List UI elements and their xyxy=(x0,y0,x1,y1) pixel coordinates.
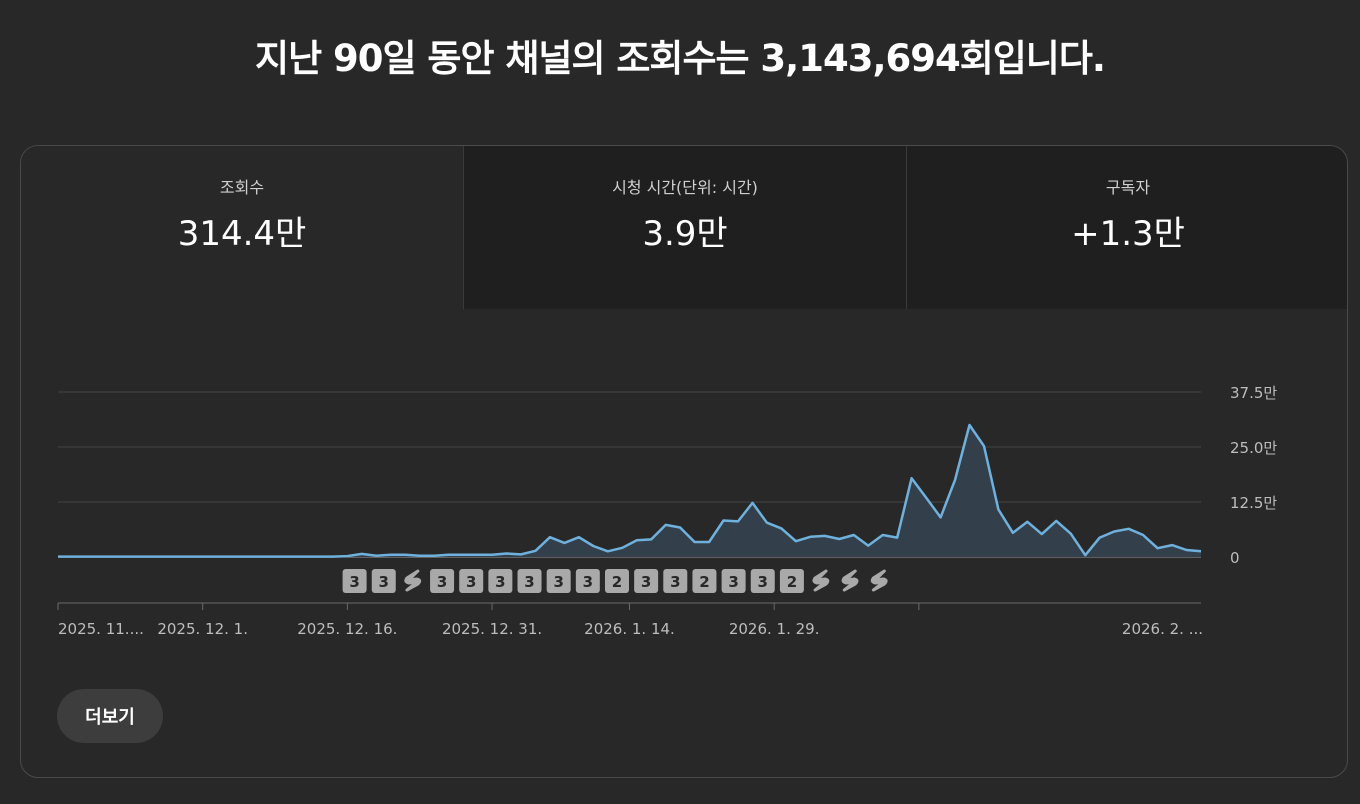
x-tick-label: 2025. 12. 16. xyxy=(297,620,397,638)
metric-tab-subscribers[interactable]: 구독자 +1.3만 xyxy=(906,146,1347,309)
upload-count-label: 3 xyxy=(758,573,768,591)
shorts-icon xyxy=(870,569,888,592)
upload-count-label: 3 xyxy=(553,573,563,591)
upload-count-label: 3 xyxy=(349,573,359,591)
y-tick-label: 37.5만 xyxy=(1230,384,1277,402)
views-chart: 0 12.5만 25.0만 37.5만 2025. 11.... 2025. 12. 1.… xyxy=(57,384,1277,638)
y-tick-label: 12.5만 xyxy=(1230,494,1277,512)
y-tick-label: 25.0만 xyxy=(1230,439,1277,457)
upload-count-label: 3 xyxy=(524,573,534,591)
upload-count-label: 2 xyxy=(699,573,709,591)
upload-count-label: 3 xyxy=(641,573,651,591)
metric-label: 시청 시간(단위: 시간) xyxy=(612,178,758,197)
shorts-icon xyxy=(812,569,830,592)
metric-value: 314.4만 xyxy=(177,214,307,254)
page-headline: 지난 90일 동안 채널의 조회수는 3,143,694회입니다. xyxy=(255,37,1106,80)
metric-label: 조회수 xyxy=(219,178,265,197)
metric-label: 구독자 xyxy=(1105,178,1151,197)
views-area xyxy=(58,425,1201,557)
upload-count-marker xyxy=(342,569,367,593)
upload-count-marker xyxy=(575,569,600,593)
x-tick-label: 2026. 2. ... xyxy=(1122,620,1203,638)
upload-count-marker xyxy=(750,569,775,593)
shorts-icon xyxy=(841,569,859,592)
metric-value: +1.3만 xyxy=(1071,214,1185,254)
upload-count-label: 3 xyxy=(437,573,447,591)
see-more-button[interactable]: 더보기 xyxy=(57,689,163,743)
upload-count-marker xyxy=(371,569,396,593)
upload-count-marker xyxy=(430,569,455,593)
x-tick-label: 2025. 12. 31. xyxy=(442,620,542,638)
x-tick-label: 2025. 11.... xyxy=(58,620,144,638)
upload-count-label: 2 xyxy=(787,573,797,591)
analytics-card: 조회수 314.4만 시청 시간(단위: 시간) 3.9만 구독자 +1.3만 … xyxy=(20,145,1348,778)
shorts-icon xyxy=(404,569,422,592)
upload-count-marker xyxy=(488,569,513,593)
upload-count-label: 3 xyxy=(379,573,389,591)
upload-count-label: 2 xyxy=(612,573,622,591)
x-tick-label: 2025. 12. 1. xyxy=(157,620,248,638)
upload-count-label: 3 xyxy=(495,573,505,591)
upload-count-marker xyxy=(721,569,746,593)
upload-count-marker xyxy=(692,569,717,593)
upload-count-label: 3 xyxy=(466,573,476,591)
upload-count-marker xyxy=(663,569,688,593)
upload-count-marker xyxy=(546,569,571,593)
upload-count-label: 3 xyxy=(583,573,593,591)
views-line xyxy=(58,423,1202,558)
upload-count-marker xyxy=(517,569,542,593)
x-tick-label: 2026. 1. 29. xyxy=(729,620,820,638)
upload-count-marker xyxy=(459,569,484,593)
upload-count-label: 3 xyxy=(670,573,680,591)
y-tick-label: 0 xyxy=(1230,549,1240,567)
metric-tab-views[interactable]: 조회수 314.4만 xyxy=(21,146,463,309)
metric-tab-watch-time[interactable]: 시청 시간(단위: 시간) 3.9만 xyxy=(463,146,906,309)
upload-count-marker xyxy=(779,569,804,593)
upload-count-marker xyxy=(634,569,659,593)
metric-tabs: 조회수 314.4만 시청 시간(단위: 시간) 3.9만 구독자 +1.3만 xyxy=(21,146,1347,309)
upload-count-marker xyxy=(604,569,629,593)
x-tick-label: 2026. 1. 14. xyxy=(584,620,675,638)
upload-count-label: 3 xyxy=(728,573,738,591)
metric-value: 3.9만 xyxy=(642,214,728,254)
